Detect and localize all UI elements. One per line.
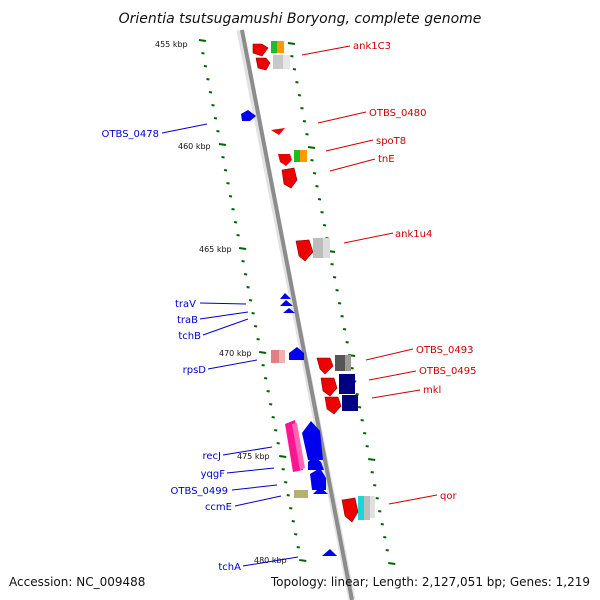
gene-arrow[interactable] xyxy=(313,487,328,494)
scale-label-460: 460 kbp xyxy=(178,142,211,151)
tick-mark xyxy=(198,39,207,43)
scale-label-475: 475 kbp xyxy=(237,452,270,461)
gene-label-trab[interactable]: traB xyxy=(177,315,198,326)
gene-box[interactable] xyxy=(283,55,290,69)
gene-label-otbs0478[interactable]: OTBS_0478 xyxy=(102,129,159,140)
gene-box[interactable] xyxy=(364,496,370,520)
gene-box[interactable] xyxy=(279,350,285,363)
gene-box[interactable] xyxy=(294,150,300,162)
gene-arrow[interactable] xyxy=(302,421,323,460)
gene-arrow[interactable] xyxy=(320,377,338,397)
gene-box[interactable] xyxy=(370,496,375,518)
gene-label-spot8[interactable]: spoT8 xyxy=(376,136,406,147)
gene-box[interactable] xyxy=(273,55,283,69)
gene-label-recj[interactable]: recJ xyxy=(203,451,222,462)
gene-label-trav[interactable]: traV xyxy=(175,299,196,310)
gene-box[interactable] xyxy=(313,238,323,258)
gene-arrow[interactable] xyxy=(271,128,285,135)
gene-arrow[interactable] xyxy=(324,396,342,415)
right-leader-lines xyxy=(301,45,438,505)
gene-features xyxy=(241,41,375,556)
right-labels: ank1C3 OTBS_0480 spoT8 tnE ank1u4 OTBS_0… xyxy=(353,41,476,502)
tick-mark xyxy=(287,42,296,46)
gene-arrow[interactable] xyxy=(283,308,295,313)
gene-box[interactable] xyxy=(358,496,364,520)
scale-label-465: 465 kbp xyxy=(199,245,232,254)
left-leader-lines xyxy=(161,123,299,567)
gene-label-rpsd[interactable]: rpsD xyxy=(183,365,207,376)
gene-label-otbs0495[interactable]: OTBS_0495 xyxy=(419,366,476,377)
gene-box[interactable] xyxy=(271,41,277,53)
gene-label-mkl[interactable]: mkl xyxy=(423,385,441,396)
gene-label-tchb[interactable]: tchB xyxy=(178,331,201,342)
gene-arrow[interactable] xyxy=(280,293,291,299)
accession-text: Accession: NC_009488 xyxy=(9,575,145,589)
gene-box[interactable] xyxy=(294,490,308,498)
gene-arrow[interactable] xyxy=(241,110,256,121)
gene-box[interactable] xyxy=(342,395,358,411)
gene-box[interactable] xyxy=(339,374,355,394)
gene-label-otbs0499[interactable]: OTBS_0499 xyxy=(171,486,228,497)
gene-arrow[interactable] xyxy=(281,167,298,189)
gene-label-ank1u4[interactable]: ank1u4 xyxy=(395,229,432,240)
gene-arrow[interactable] xyxy=(278,154,292,166)
map-title: Orientia tsutsugamushi Boryong, complete… xyxy=(119,11,482,27)
gene-box[interactable] xyxy=(335,355,345,371)
genome-backbone xyxy=(240,29,354,600)
gene-box[interactable] xyxy=(277,41,284,53)
gene-arrow[interactable] xyxy=(255,57,271,71)
gene-label-ank1c3[interactable]: ank1C3 xyxy=(353,41,391,52)
gene-arrow[interactable] xyxy=(310,468,326,490)
gene-label-tcha[interactable]: tchA xyxy=(218,562,241,573)
tick-mark xyxy=(299,559,307,563)
tick-mark xyxy=(279,455,287,459)
gene-label-tne[interactable]: tnE xyxy=(378,154,395,165)
gene-box[interactable] xyxy=(292,423,305,470)
gene-label-yqgf[interactable]: yqgF xyxy=(201,469,226,480)
gene-arrow[interactable] xyxy=(341,497,359,523)
gene-arrow[interactable] xyxy=(289,347,304,360)
gene-box[interactable] xyxy=(345,355,351,371)
gene-arrow[interactable] xyxy=(252,43,269,57)
scale-label-470: 470 kbp xyxy=(219,349,252,358)
gene-arrow[interactable] xyxy=(308,456,324,470)
scale-label-455: 455 kbp xyxy=(155,40,188,49)
tick-mark xyxy=(368,458,376,462)
scale-label-480: 480 kbp xyxy=(254,556,287,565)
gene-box[interactable] xyxy=(300,150,307,162)
tick-mark xyxy=(307,146,316,150)
tick-mark xyxy=(218,143,227,147)
topology-text: Topology: linear; Length: 2,127,051 bp; … xyxy=(270,575,590,589)
gene-arrow[interactable] xyxy=(322,549,337,556)
tick-mark xyxy=(388,562,396,566)
tick-mark xyxy=(258,351,267,355)
tick-marks xyxy=(198,39,396,566)
gene-box[interactable] xyxy=(271,350,279,363)
gene-label-otbs0480[interactable]: OTBS_0480 xyxy=(369,108,426,119)
gene-arrow[interactable] xyxy=(280,300,293,306)
left-labels: OTBS_0478 traV traB tchB rpsD recJ yqgF … xyxy=(102,129,242,573)
tick-mark xyxy=(238,247,247,251)
scale-labels: 455 kbp 460 kbp 465 kbp 470 kbp 475 kbp … xyxy=(155,40,287,565)
gene-arrow[interactable] xyxy=(295,239,314,262)
gene-box[interactable] xyxy=(323,238,330,258)
gene-label-ccme[interactable]: ccmE xyxy=(205,502,232,513)
gene-arrow[interactable] xyxy=(316,357,334,375)
gene-label-otbs0493[interactable]: OTBS_0493 xyxy=(416,345,473,356)
gene-label-qor[interactable]: qor xyxy=(440,491,457,502)
